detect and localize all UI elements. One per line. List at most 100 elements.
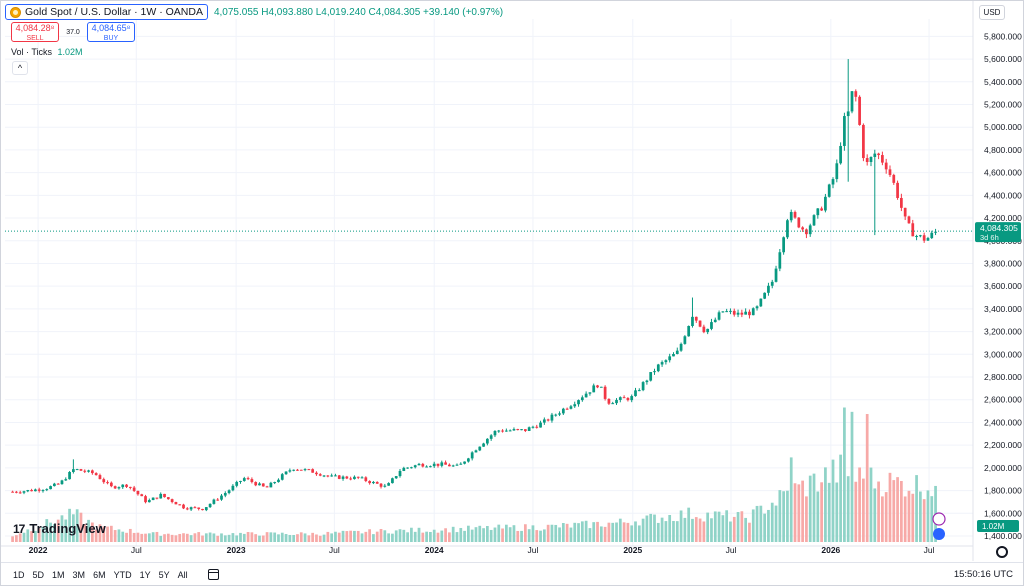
- volume-bar: [292, 534, 296, 542]
- volume-bar: [489, 529, 493, 542]
- candle-body: [744, 311, 748, 315]
- candle-body: [835, 163, 839, 180]
- collapse-indicators-button[interactable]: ^: [12, 61, 28, 75]
- volume-bar: [258, 535, 261, 542]
- volume-bar: [128, 528, 132, 542]
- trade-buttons: 4,084.28⁸ SELL 37.0 4,084.65⁸ BUY: [11, 22, 135, 42]
- volume-bar: [151, 532, 155, 542]
- volume-bar: [109, 525, 113, 542]
- tradingview-logo[interactable]: 17 TradingView: [13, 521, 106, 536]
- calendar-icon[interactable]: [207, 569, 219, 580]
- volume-bar: [516, 530, 520, 542]
- volume-bar: [679, 510, 683, 542]
- candle-body: [220, 495, 223, 500]
- candle-body: [326, 475, 330, 477]
- candle-body: [178, 504, 182, 506]
- volume-bar: [265, 532, 269, 542]
- candle-body: [106, 482, 109, 484]
- volume-bar: [398, 529, 402, 542]
- volume-bar: [345, 531, 349, 542]
- utc-clock[interactable]: 15:50:16 UTC: [953, 569, 1013, 580]
- candle-body: [523, 429, 527, 431]
- candle-body: [539, 422, 542, 428]
- volume-bar: [603, 526, 607, 542]
- candle-body: [170, 499, 174, 503]
- volume-bar: [539, 530, 542, 542]
- volume-bar: [759, 505, 763, 542]
- volume-bar: [486, 526, 489, 542]
- ohlc-values: 4,075.055 H4,093.880 L4,019.240 C4,084.3…: [213, 6, 504, 18]
- candle-body: [748, 311, 751, 316]
- volume-bar: [45, 519, 49, 542]
- buy-price: 4,084.65⁸: [91, 23, 131, 33]
- volume-bar: [729, 521, 732, 542]
- candle-body: [884, 162, 888, 170]
- volume-bar: [318, 535, 322, 542]
- volume-bar: [421, 532, 425, 542]
- candle-body: [687, 325, 691, 337]
- candle-body: [664, 360, 668, 363]
- candle-body: [185, 508, 189, 510]
- candle-body: [360, 477, 364, 479]
- range-5y[interactable]: 5Y: [158, 569, 170, 580]
- symbol-selector[interactable]: Gold Spot / U.S. Dollar · 1W · OANDA: [5, 4, 208, 20]
- y-tick-label: 2,000.000: [984, 463, 1022, 473]
- candle-body: [683, 336, 687, 344]
- current-price-badge: [975, 222, 1021, 243]
- countdown-label: 3d 6h: [980, 233, 999, 242]
- buy-button[interactable]: 4,084.65⁸ BUY: [87, 22, 135, 42]
- range-1y[interactable]: 1Y: [139, 569, 151, 580]
- range-1d[interactable]: 1D: [13, 569, 25, 580]
- volume-bar: [474, 527, 478, 542]
- candle-body: [489, 435, 493, 439]
- candle-body: [660, 362, 664, 365]
- range-3m[interactable]: 3M: [72, 569, 86, 580]
- candle-body: [261, 483, 265, 487]
- candle-body: [816, 208, 820, 216]
- volume-bar: [273, 532, 277, 542]
- volume-bar: [672, 520, 675, 542]
- volume-bar: [569, 527, 573, 542]
- volume-bar: [611, 522, 615, 542]
- candle-body: [877, 153, 880, 156]
- price-chart[interactable]: 1,400.000 1,600.000 1,800.000 2,000.000 2,20…: [1, 1, 1023, 561]
- settings-gear-icon[interactable]: [996, 546, 1008, 558]
- candle-body: [862, 124, 865, 159]
- candle-body: [577, 400, 580, 405]
- volume-bar: [455, 532, 459, 542]
- volume-bar: [808, 475, 812, 542]
- candle-body: [755, 306, 759, 309]
- tradingview-logo-text: TradingView: [29, 521, 106, 536]
- candle-body: [299, 469, 303, 471]
- range-6m[interactable]: 6M: [93, 569, 106, 580]
- x-tick-label: Jul: [329, 545, 340, 555]
- currency-selector[interactable]: USD: [979, 5, 1005, 20]
- candle-body: [315, 472, 318, 475]
- candle-body: [413, 465, 417, 468]
- economic-event-icon[interactable]: [933, 528, 945, 540]
- range-ytd[interactable]: YTD: [113, 569, 132, 580]
- candle-body: [432, 463, 436, 467]
- lightning-event-icon[interactable]: [932, 512, 946, 526]
- volume-bar: [793, 483, 797, 542]
- volume-bar: [459, 527, 463, 542]
- candle-body: [607, 398, 611, 404]
- volume-bar: [546, 524, 550, 542]
- candle-body: [694, 316, 698, 321]
- range-1m[interactable]: 1M: [52, 569, 65, 580]
- range-5d[interactable]: 5D: [32, 569, 45, 580]
- volume-bar: [744, 517, 748, 542]
- volume-bar: [425, 531, 428, 542]
- volume-bar: [694, 517, 698, 542]
- volume-bar: [717, 511, 721, 542]
- candle-body: [846, 111, 850, 117]
- candle-body: [865, 158, 869, 162]
- y-tick-label: 2,800.000: [984, 372, 1022, 382]
- candle-body: [854, 91, 858, 97]
- range-all[interactable]: All: [177, 569, 188, 580]
- volume-bar: [656, 522, 660, 542]
- candle-body: [159, 493, 163, 499]
- sell-button[interactable]: 4,084.28⁸ SELL: [11, 22, 59, 42]
- candle-body: [516, 429, 520, 431]
- candle-body: [151, 497, 155, 501]
